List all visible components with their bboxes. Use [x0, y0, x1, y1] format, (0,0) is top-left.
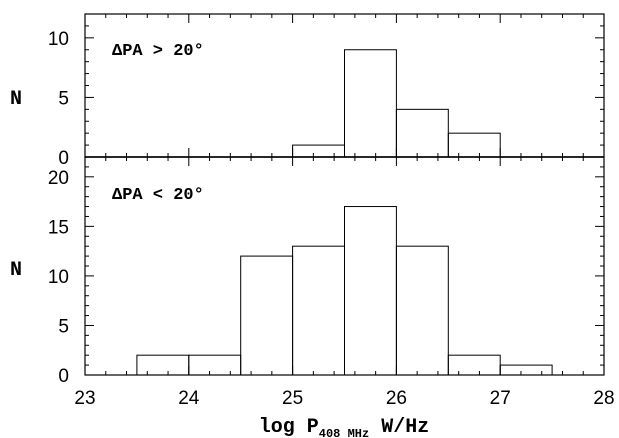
top-ytick-label: 0 — [58, 148, 69, 169]
x-tick-labels: 23 24 25 26 27 28 — [74, 388, 614, 409]
top-ytick-label: 10 — [48, 29, 69, 50]
top-panel-bars — [85, 49, 604, 158]
bottom-panel: 0 5 10 15 20 23 24 25 26 27 28 ΔPA < 20° N — [10, 156, 615, 409]
bot-ytick-label: 0 — [58, 366, 69, 387]
bottom-panel-annotation: ΔPA < 20° — [112, 186, 204, 205]
x-axis-label-unit: W/Hz — [369, 416, 429, 438]
top-bar-5 — [395, 108, 449, 158]
x-tick-label: 25 — [282, 388, 303, 409]
bot-ytick-label: 20 — [48, 168, 69, 189]
bot-bar-7 — [499, 364, 553, 376]
bot-bar-5 — [395, 245, 449, 376]
x-tick-label: 27 — [490, 388, 511, 409]
top-bar-4 — [344, 49, 397, 158]
bottom-panel-bars — [136, 206, 553, 376]
top-panel-y-axis-label: N — [10, 88, 22, 111]
x-tick-label: 28 — [593, 388, 614, 409]
bot-bar-1 — [188, 354, 242, 376]
x-axis-label: log P408 MHz W/Hz — [259, 416, 429, 438]
bot-ytick-label: 5 — [58, 316, 69, 337]
bot-bar-2 — [240, 255, 294, 376]
bot-ytick-label: 10 — [48, 267, 69, 288]
x-axis-label-main: log P — [259, 416, 319, 438]
x-tick-label: 24 — [178, 388, 200, 409]
x-tick-label: 23 — [74, 388, 95, 409]
bot-ytick-label: 15 — [48, 217, 69, 238]
top-panel: 0 5 10 ΔPA > 20° N — [10, 13, 605, 169]
top-panel-annotation: ΔPA > 20° — [112, 42, 204, 61]
x-axis-label-subscript: 408 MHz — [319, 427, 369, 438]
bottom-panel-y-axis-label: N — [10, 259, 22, 282]
top-ytick-label: 5 — [58, 88, 69, 109]
bottom-panel-ticks — [84, 156, 605, 376]
bot-bar-4 — [344, 206, 397, 376]
bot-bar-6 — [447, 354, 501, 376]
x-tick-label: 26 — [386, 388, 407, 409]
top-bar-6 — [447, 132, 501, 158]
top-bar-3 — [292, 144, 346, 158]
bot-bar-3 — [292, 245, 346, 376]
top-panel-y-tick-labels: 0 5 10 — [48, 29, 69, 169]
top-panel-ticks — [84, 13, 605, 158]
bottom-panel-y-tick-labels: 0 5 10 15 20 — [48, 168, 69, 387]
bot-bar-0 — [136, 354, 190, 376]
